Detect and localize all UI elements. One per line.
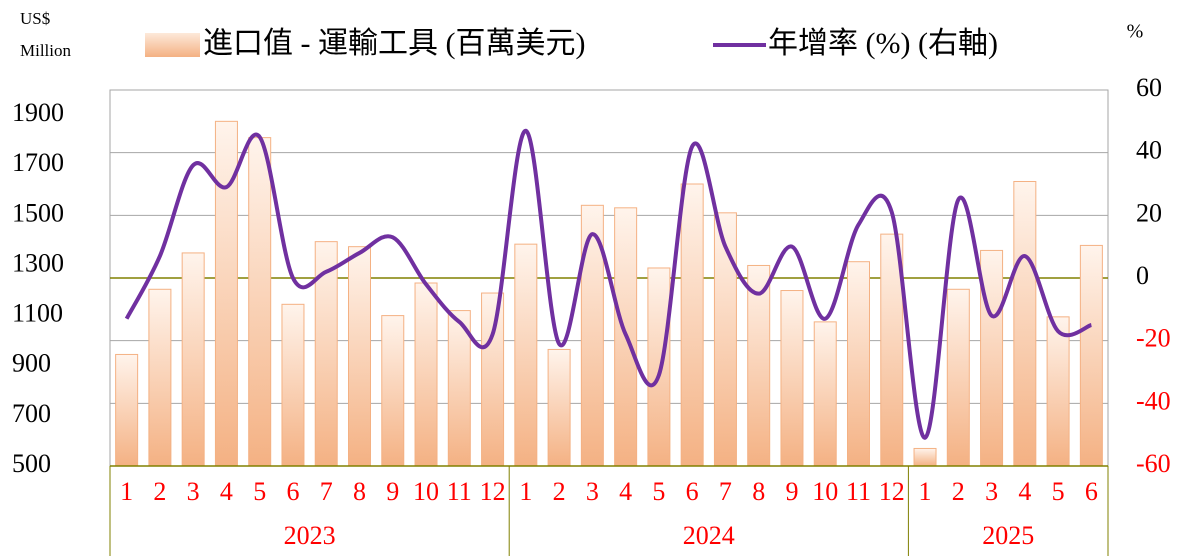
- y2-tick-label: -20: [1136, 324, 1171, 353]
- bar: [1046, 316, 1070, 467]
- legend-swatch-bar: [145, 33, 200, 57]
- bar: [847, 261, 870, 467]
- bar: [1013, 180, 1037, 467]
- legend-label: 年增率 (%) (右軸): [768, 27, 998, 60]
- group-label: 2025: [982, 521, 1034, 550]
- bar: [414, 282, 438, 467]
- bar: [547, 348, 571, 467]
- x-tick-label: 4: [619, 477, 632, 506]
- x-tick-label: 1: [120, 477, 133, 506]
- x-tick-label: 2: [553, 477, 566, 506]
- x-tick-label: 3: [187, 477, 200, 506]
- x-tick-label: 6: [686, 477, 699, 506]
- bar: [813, 321, 837, 467]
- group-label: 2023: [284, 521, 336, 550]
- y-tick-label: 700: [12, 399, 51, 428]
- y-unit: Million: [20, 41, 72, 60]
- bar: [1079, 244, 1103, 467]
- x-tick-label: 10: [413, 477, 439, 506]
- x-tick-label: 4: [1018, 477, 1031, 506]
- x-tick-label: 8: [353, 477, 366, 506]
- y-tick-label: 900: [12, 349, 51, 378]
- bar: [946, 288, 970, 467]
- bar: [381, 315, 405, 467]
- x-tick-label: 10: [812, 477, 838, 506]
- bar: [780, 290, 804, 467]
- x-tick-label: 2: [153, 477, 166, 506]
- x-tick-label: 5: [652, 477, 665, 506]
- bar: [980, 249, 1004, 467]
- y2-tick-label: 60: [1136, 73, 1162, 102]
- y2-tick-label: -40: [1136, 386, 1171, 415]
- x-tick-label: 7: [719, 477, 732, 506]
- y2-tick-label: 40: [1136, 136, 1162, 165]
- y-tick-label: 1900: [12, 98, 64, 127]
- y-tick-label: 1500: [12, 198, 64, 227]
- x-tick-label: 2: [952, 477, 965, 506]
- bar: [281, 303, 305, 467]
- x-tick-label: 5: [1052, 477, 1065, 506]
- bar: [248, 137, 272, 467]
- y2-tick-label: -60: [1136, 449, 1171, 478]
- group-label: 2024: [683, 521, 735, 550]
- x-tick-label: 6: [1085, 477, 1098, 506]
- bar: [348, 246, 371, 467]
- y-unit: US$: [20, 9, 50, 28]
- bar: [115, 353, 139, 467]
- x-tick-label: 11: [846, 477, 871, 506]
- x-tick-label: 1: [919, 477, 932, 506]
- y2-tick-label: 20: [1136, 198, 1162, 227]
- x-tick-label: 3: [985, 477, 998, 506]
- legend-label: 進口值 - 運輸工具 (百萬美元): [203, 27, 585, 60]
- x-tick-label: 5: [253, 477, 266, 506]
- y2-unit: %: [1127, 21, 1144, 43]
- y-tick-label: 1700: [12, 148, 64, 177]
- x-tick-label: 7: [320, 477, 333, 506]
- bar: [680, 183, 704, 467]
- bar: [481, 292, 505, 467]
- y-tick-label: 1100: [12, 299, 63, 328]
- bar: [148, 288, 172, 467]
- bar: [181, 252, 205, 467]
- x-tick-label: 1: [519, 477, 532, 506]
- y-tick-label: 1300: [12, 248, 64, 277]
- x-tick-label: 8: [752, 477, 765, 506]
- x-tick-label: 4: [220, 477, 233, 506]
- x-tick-label: 9: [785, 477, 798, 506]
- x-tick-label: 6: [286, 477, 299, 506]
- bar: [647, 267, 671, 467]
- x-tick-label: 12: [879, 477, 905, 506]
- bar: [913, 447, 937, 467]
- x-tick-label: 12: [480, 477, 506, 506]
- x-tick-label: 9: [386, 477, 399, 506]
- line: [124, 128, 1093, 440]
- x-tick-label: 11: [447, 477, 472, 506]
- x-tick-label: 3: [586, 477, 599, 506]
- y2-tick-label: 0: [1136, 261, 1149, 290]
- bar: [514, 243, 538, 467]
- y-tick-label: 500: [12, 449, 51, 478]
